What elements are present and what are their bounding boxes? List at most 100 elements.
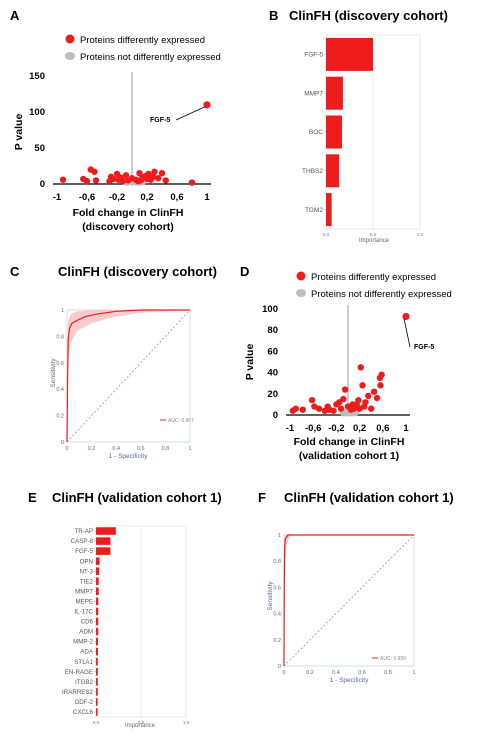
legend-label-diff: Proteins differently expressed [311,272,436,283]
bar-label: BOC [309,129,323,136]
annotation-line-d [403,318,411,348]
bar-label: TR-AP [74,528,93,535]
bar-label: TGM2 [305,207,323,214]
x-tick-label-d: -0,2 [328,423,344,434]
bar-label: FGF-5 [75,548,93,555]
legend-marker-red [296,271,306,281]
data-point-diff [315,405,323,412]
y-tick-label-d: 0 [273,410,278,421]
y-tick-label-c: 0.6 [56,361,64,367]
data-point-nondiff [354,410,360,416]
xlabel-a: Fold change in ClinFH [73,207,184,219]
bar-tgm2 [326,193,332,227]
x-tick-label-c: 0.8 [162,446,170,452]
bar-thbs2 [326,154,340,188]
x-tick-label-b: 1.0 [417,232,424,237]
data-point-diff [122,172,130,179]
legend-label-diff: Proteins differently expressed [80,35,205,46]
bar-label: IL-17C [74,609,93,616]
y-tick-label-c: 0 [61,440,64,446]
data-point-diff [162,177,169,184]
x-tick-label-b: 0.0 [323,232,330,237]
data-point-diff [357,364,364,371]
x-tick-label-e: 0.0 [93,720,100,725]
bar-en-rage [96,667,98,676]
x-tick-label-a: -0,6 [79,192,95,203]
x-tick-label-d: 1 [403,423,409,434]
annotation-line-a [175,106,206,121]
x-tick-label-c: 0.4 [112,446,120,452]
x-tick-label-f: 0.8 [384,670,392,676]
bar-label: MMP-2 [73,639,93,646]
roc-curve-c [66,309,190,443]
bar-label: NT-3 [80,568,94,575]
data-point-diff [203,101,211,109]
x-tick-label-a: 0,6 [170,192,183,203]
bar-label: ITGB2 [75,679,93,686]
panel-letter-c: C [10,264,20,279]
panel-letter-a: A [10,8,20,23]
y-tick-label-a: 100 [29,107,45,118]
xlabel2-a: (discovery cohort) [82,221,174,233]
bar-label: EN-RAGE [65,669,93,676]
data-point-diff [340,395,347,403]
legend-label-nondiff: Proteins not differently expressed [80,52,221,63]
bar-label: FGF-5 [304,52,323,59]
legend-marker-grey [65,52,75,60]
x-tick-label-e: 0.5 [138,720,145,725]
bar-fgf-5 [326,37,373,71]
bar-label: MMP7 [75,588,93,595]
bar-label: ADA [80,649,94,656]
y-tick-label-d: 80 [267,325,278,336]
bar-label: ADM [79,629,93,636]
roc-confidence-band-c [67,310,190,442]
x-tick-label-f: 0.4 [332,670,340,676]
xlabel-f: 1 - Specificity [330,677,369,684]
data-point-diff [299,406,306,413]
xlabel-d: Fold change in ClinFH [294,436,405,448]
bar-st1a1 [96,657,98,666]
bar-il-17c [96,607,99,616]
bar-itgb2 [96,678,98,686]
data-point-diff [292,405,299,412]
x-tick-label-a: -1 [53,192,62,203]
bar-nt-3 [96,567,100,576]
xlabel-e: Importance [125,723,156,729]
y-tick-label-f: 0.8 [273,559,281,565]
legend-label-nondiff: Proteins not differently expressed [311,289,452,300]
panel-title-f: ClinFH (validation cohort 1) [284,490,454,505]
xlabel2-d: (validation cohort 1) [299,450,399,462]
bar-label: MMP7 [304,90,323,97]
panel-letter-f: F [258,490,266,505]
data-point-diff [308,396,316,404]
data-point-diff [110,175,117,183]
bar-label: OPN [80,558,93,565]
y-tick-label-d: 20 [267,389,278,400]
legend-marker-grey [296,289,306,297]
bar-tr-ap [96,527,116,535]
x-tick-label-a: -0,2 [109,192,125,203]
x-tick-label-a: 0,2 [140,192,153,203]
data-point-diff [158,170,166,177]
data-point-diff [119,177,127,185]
x-tick-label-f: 0.6 [358,670,366,676]
bar-tie2 [96,577,99,586]
bar-fgf-5 [96,547,111,555]
bar-label: MEPE [75,598,93,605]
data-point-diff [330,407,337,414]
x-tick-label-d: -0,6 [305,423,321,434]
y-tick-label-d: 60 [267,346,278,357]
data-point-diff [373,394,381,402]
annotation-fgf5-d: FGF-5 [414,344,434,351]
x-tick-label-f: 0.2 [306,670,314,676]
bar-label: CD6 [81,619,94,626]
data-point-diff [91,168,98,175]
x-tick-label-e: 1.0 [183,720,190,725]
ylabel-c: Sensitivity [50,358,57,388]
x-tick-label-d: 0,6 [376,423,389,434]
y-tick-label-f: 1 [278,533,281,539]
bar-mmp7 [96,587,99,596]
y-tick-label-d: 100 [262,304,278,315]
bar-label: ST1A1 [74,659,93,666]
data-point-diff [402,312,410,321]
